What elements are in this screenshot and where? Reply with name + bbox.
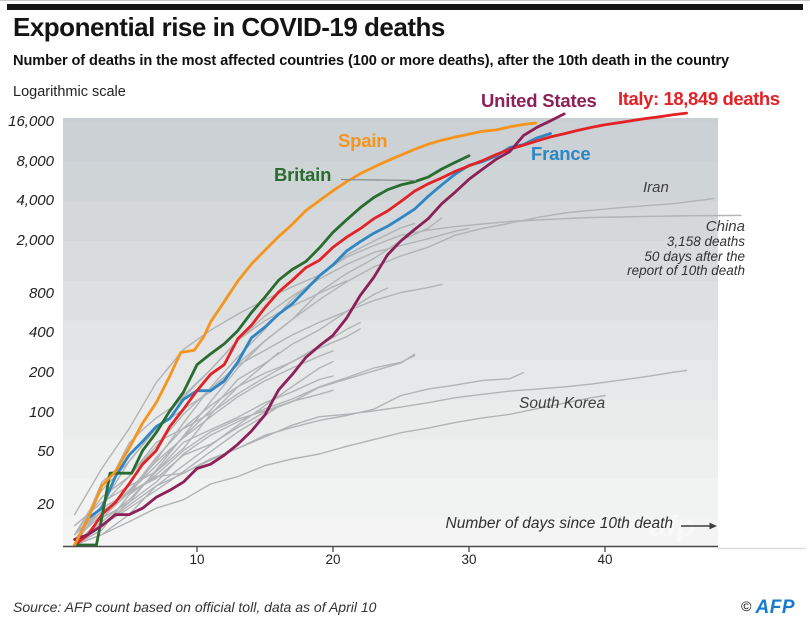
series-group [73,111,742,547]
y-tick-label-800: 800 [28,284,54,302]
y-tick-label-100: 100 [28,403,54,421]
afp-logo: AFP [755,597,795,618]
x-tick-label-40: 40 [597,552,613,567]
china-line-label: China [705,218,745,235]
series-ireland [73,352,280,546]
series-spain [73,121,537,547]
iran-line-label: Iran [643,179,669,196]
page-title: Exponential rise in COVID-19 deaths [13,12,445,42]
x-tick-label-10: 10 [189,552,205,567]
series-ecuador [73,375,334,527]
series-india [73,360,334,546]
y-tick-label-16000: 16,000 [8,112,54,130]
y-tick-label-8000: 8,000 [16,152,54,170]
y-tick-label-2000: 2,000 [16,232,54,250]
china-note-line2: 50 days after the [644,248,745,264]
x-tick-label-20: 20 [325,552,341,567]
china-note-line1: 3,158 deaths [666,234,745,249]
page-subtitle: Number of deaths in the most affected co… [13,53,730,69]
series-south-korea [73,369,688,546]
arrow-icon [681,522,717,530]
china-note-line3: report of 10th death [627,263,745,279]
series-japan [73,394,606,546]
top-hairline [0,0,810,1]
y-tick-label-200: 200 [28,363,54,381]
y-tick-label-400: 400 [28,324,54,342]
china-annotation: China 3,158 deaths 50 days after the rep… [627,218,745,279]
series-portugal [73,328,361,536]
source-note: Source: AFP count based on official toll… [13,599,377,615]
series-germany [73,222,416,546]
y-tick-label-50: 50 [37,443,54,461]
series-switzerland [73,283,443,541]
top-black-bar [7,4,803,10]
series-philippines [73,371,525,536]
spain-line-label: Spain [338,130,388,151]
south-korea-line-label: South Korea [519,395,606,412]
united-states-line-label: United States [481,90,597,111]
britain-leader-line [340,178,417,182]
series-united-states [73,112,566,541]
series-britain [73,154,471,547]
x-axis-annotation: Number of days since 10th death [445,515,673,532]
log-scale-label: Logarithmic scale [13,84,126,100]
series-italy [73,111,688,547]
y-tick-label-4000: 4,000 [16,192,54,210]
italy-line-label: Italy: 18,849 deaths [618,88,780,109]
france-line-label: France [531,143,591,164]
series-china [73,214,742,516]
copyright-symbol: © [741,598,752,614]
x-tick-label-30: 30 [461,552,477,567]
y-tick-label-20: 20 [37,495,54,513]
series-brazil [73,321,361,541]
britain-line-label: Britain [274,164,332,185]
afp-credit: © AFP [741,597,795,619]
x-ticks [196,547,606,552]
